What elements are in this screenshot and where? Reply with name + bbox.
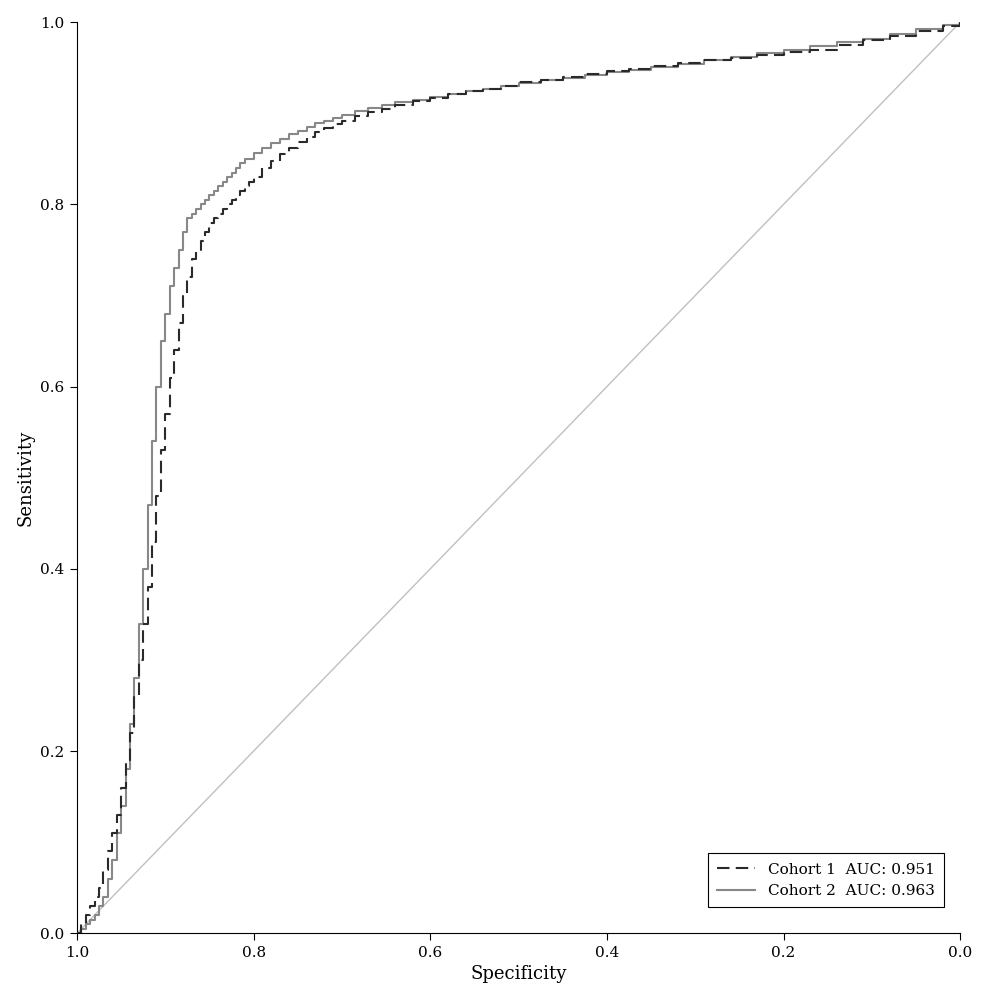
Legend: Cohort 1  AUC: 0.951, Cohort 2  AUC: 0.963: Cohort 1 AUC: 0.951, Cohort 2 AUC: 0.963: [708, 853, 944, 907]
X-axis label: Specificity: Specificity: [471, 965, 567, 983]
Y-axis label: Sensitivity: Sensitivity: [17, 430, 35, 526]
